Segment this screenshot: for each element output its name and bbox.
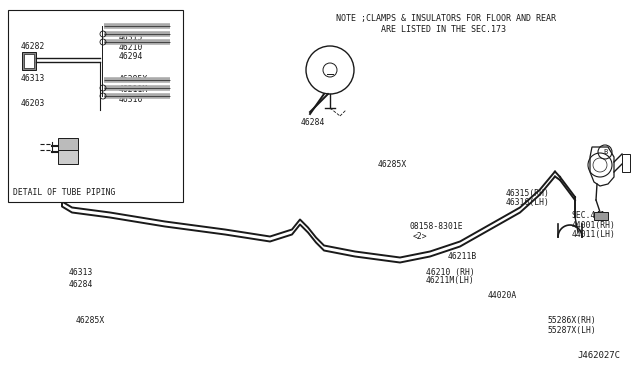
Text: 46210 (RH): 46210 (RH): [426, 268, 474, 277]
Text: 46315(RH): 46315(RH): [506, 189, 550, 198]
Text: SEC.441: SEC.441: [572, 211, 605, 220]
Text: <2>: <2>: [413, 232, 428, 241]
Text: 46315: 46315: [118, 33, 143, 42]
Text: 46313: 46313: [69, 268, 93, 277]
Text: 46316: 46316: [118, 95, 143, 104]
Text: 46203: 46203: [20, 99, 45, 108]
Text: 46313: 46313: [20, 74, 45, 83]
Text: 46211B: 46211B: [448, 252, 477, 261]
Text: 46284: 46284: [69, 280, 93, 289]
Text: 46282: 46282: [20, 42, 45, 51]
Text: 44001(RH): 44001(RH): [572, 221, 616, 230]
Text: 46294: 46294: [118, 52, 143, 61]
Text: 46285X: 46285X: [378, 160, 407, 169]
Bar: [58, 150, 78, 164]
Text: ARE LISTED IN THE SEC.173: ARE LISTED IN THE SEC.173: [336, 25, 506, 34]
Text: 46211M(LH): 46211M(LH): [426, 276, 474, 285]
Text: 46285X: 46285X: [76, 316, 105, 325]
Text: 44020A: 44020A: [488, 291, 517, 300]
Text: TO ENGINE ROOM PIPING: TO ENGINE ROOM PIPING: [18, 121, 123, 129]
Text: NOTE ;CLAMPS & INSULATORS FOR FLOOR AND REAR: NOTE ;CLAMPS & INSULATORS FOR FLOOR AND …: [336, 14, 556, 23]
Bar: [22, 52, 36, 70]
Bar: [24, 54, 34, 68]
Text: 46210: 46210: [118, 43, 143, 52]
Text: 46211M: 46211M: [118, 85, 148, 94]
Text: J462027C: J462027C: [577, 351, 620, 360]
Bar: [594, 212, 608, 220]
Bar: [8, 10, 183, 202]
Text: 44011(LH): 44011(LH): [572, 230, 616, 239]
Text: B: B: [603, 149, 607, 155]
Text: DETAIL OF TUBE PIPING: DETAIL OF TUBE PIPING: [13, 188, 115, 197]
Bar: [622, 154, 630, 172]
Text: 55286X(RH): 55286X(RH): [548, 316, 596, 325]
Text: 46316(LH): 46316(LH): [506, 198, 550, 207]
Polygon shape: [590, 147, 614, 186]
Text: 46285X: 46285X: [118, 76, 148, 84]
Text: 55287X(LH): 55287X(LH): [548, 326, 596, 335]
Bar: [58, 138, 78, 152]
Text: 46284: 46284: [301, 118, 325, 126]
Text: 08158-8301E: 08158-8301E: [410, 222, 463, 231]
